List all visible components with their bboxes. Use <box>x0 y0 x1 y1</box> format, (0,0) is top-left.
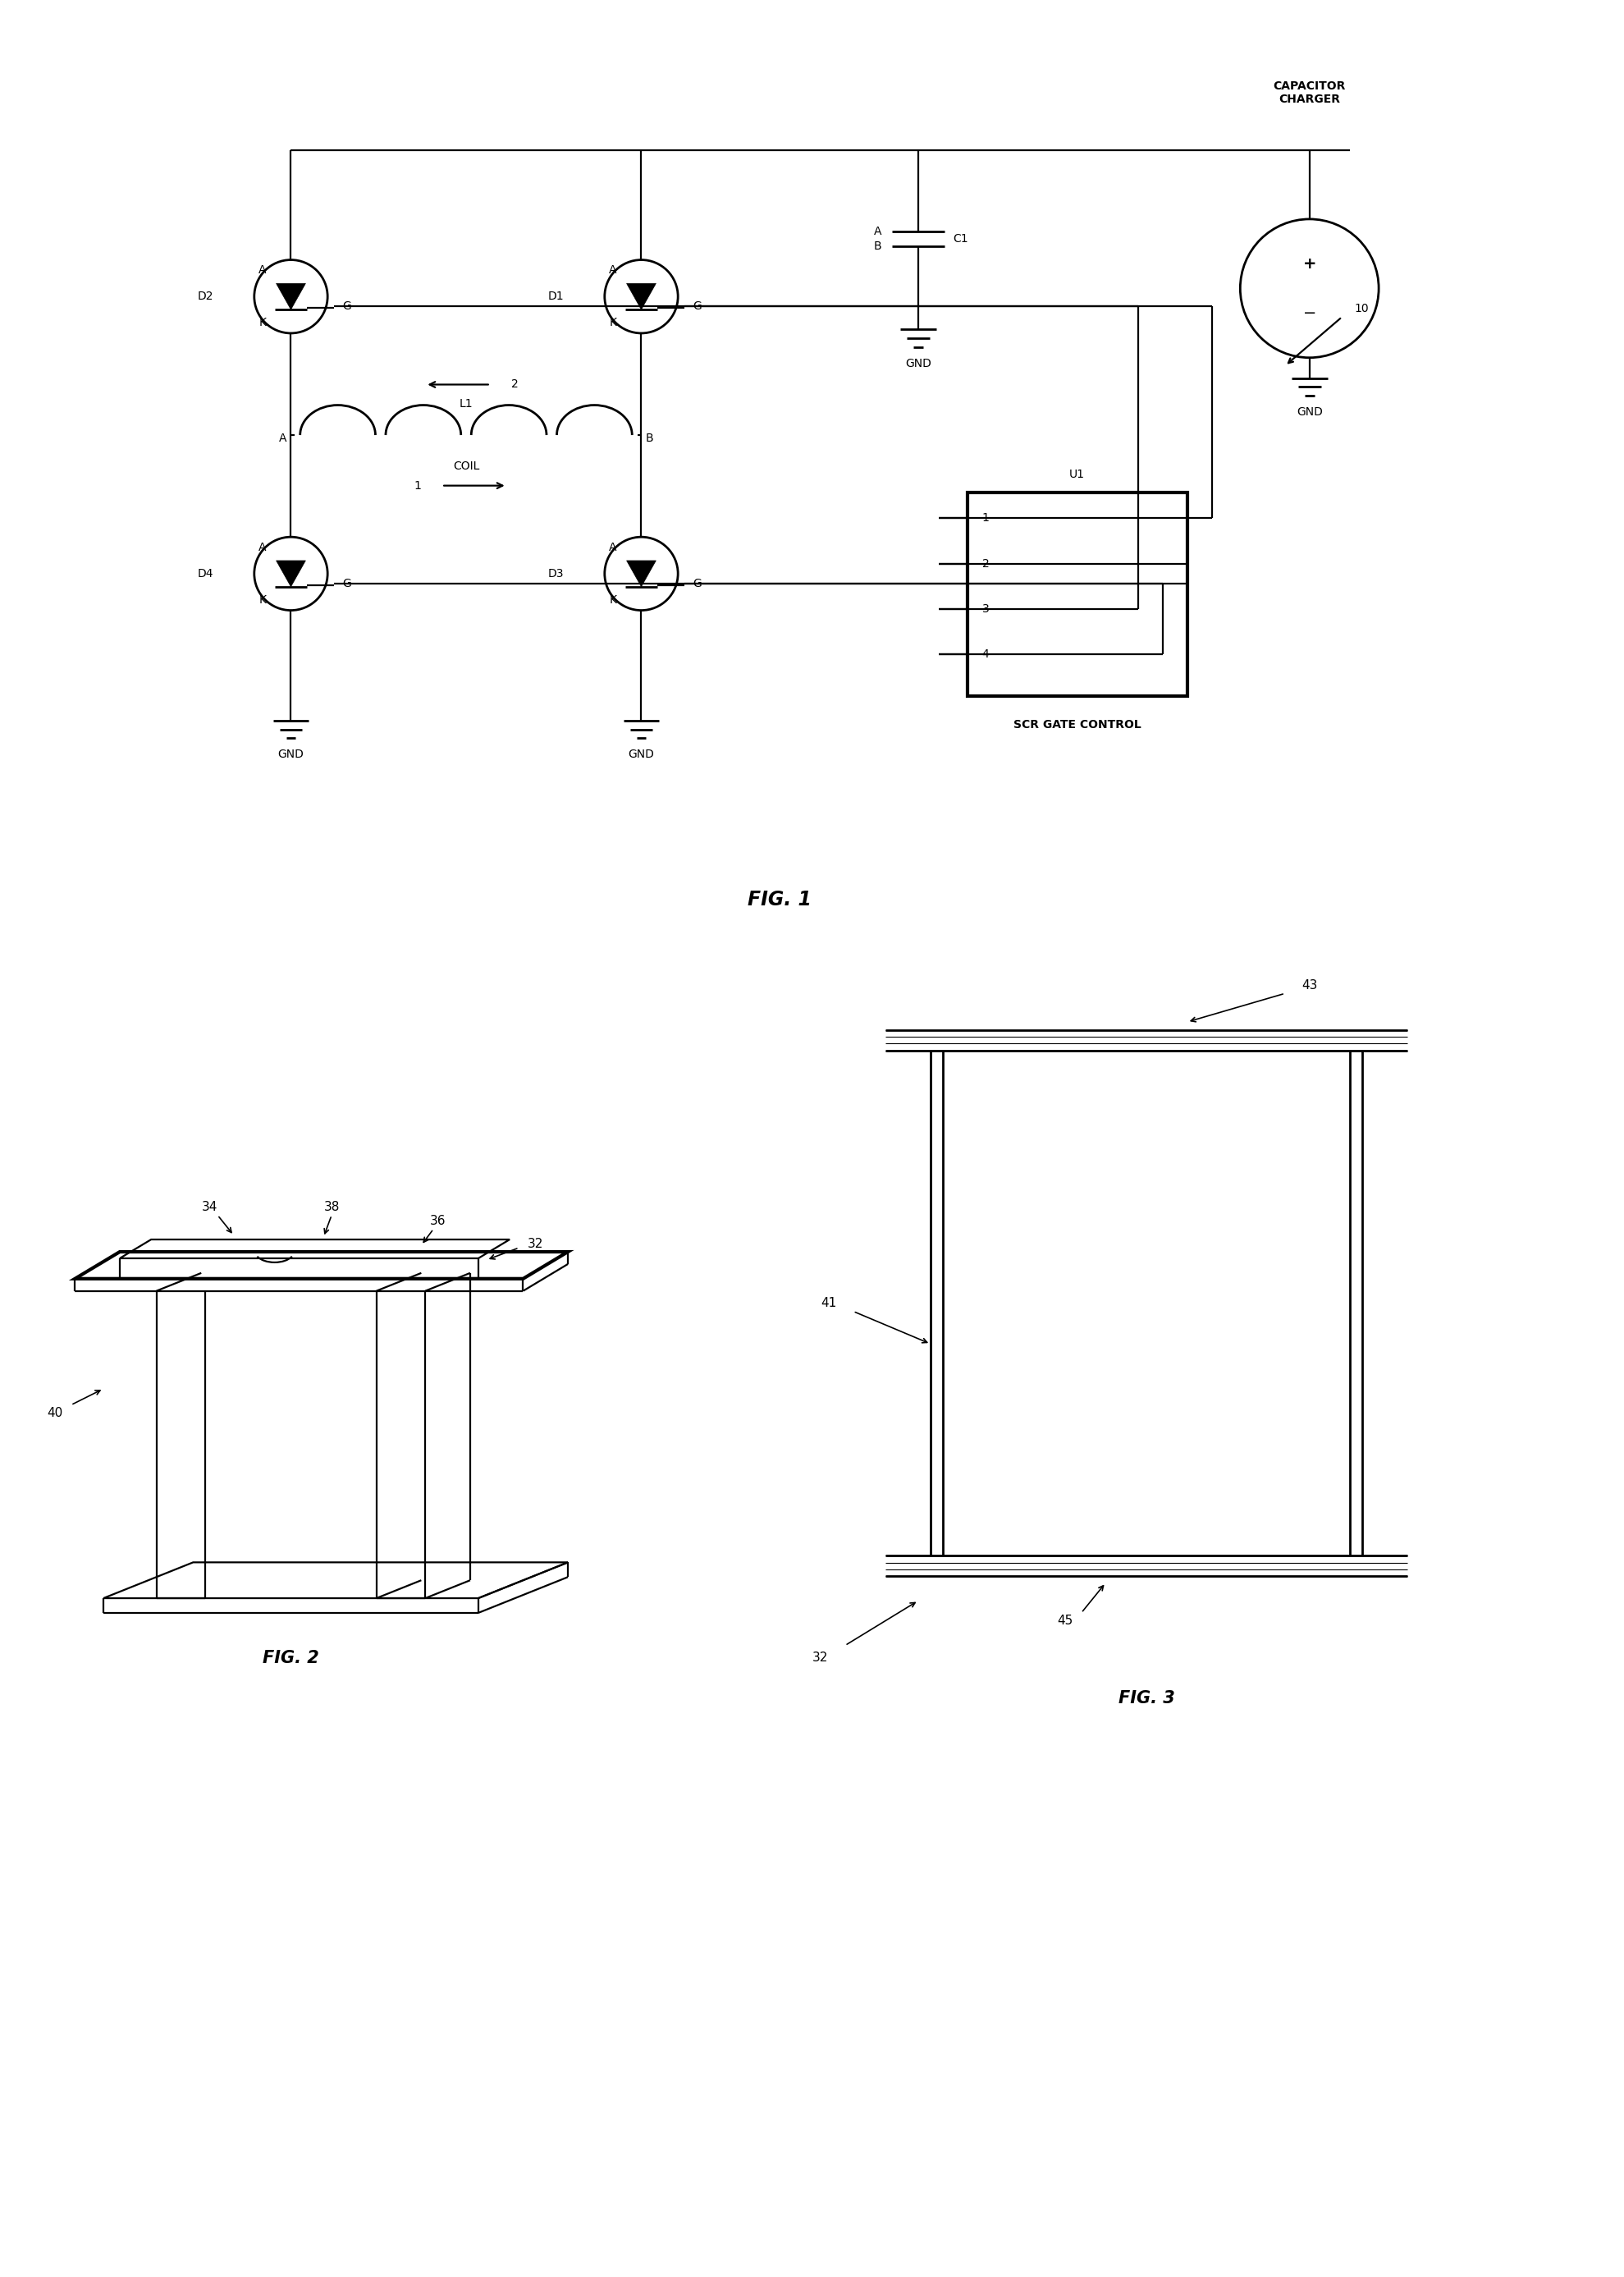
Polygon shape <box>276 560 305 587</box>
Text: A: A <box>279 433 287 444</box>
Text: G: G <box>692 301 702 312</box>
Text: CAPACITOR
CHARGER: CAPACITOR CHARGER <box>1273 80 1346 105</box>
Polygon shape <box>627 560 656 587</box>
Text: 10: 10 <box>1354 303 1369 314</box>
Text: U1: U1 <box>1070 469 1085 480</box>
Text: G: G <box>692 578 702 590</box>
Text: 32: 32 <box>812 1651 828 1664</box>
Text: SCR GATE CONTROL: SCR GATE CONTROL <box>1013 720 1142 731</box>
Polygon shape <box>276 282 305 310</box>
Polygon shape <box>627 282 656 310</box>
Text: A: A <box>258 542 266 553</box>
Text: A: A <box>609 542 617 553</box>
Text: −: − <box>1302 305 1315 321</box>
Text: 40: 40 <box>47 1407 62 1419</box>
Text: 3: 3 <box>983 603 989 615</box>
Text: L1: L1 <box>460 398 473 410</box>
Text: D2: D2 <box>198 291 213 303</box>
Text: FIG. 3: FIG. 3 <box>1119 1690 1174 1708</box>
Text: 45: 45 <box>1057 1614 1073 1628</box>
Text: 1: 1 <box>414 480 421 492</box>
Text: A: A <box>609 264 617 276</box>
Text: B: B <box>874 241 882 253</box>
Text: K: K <box>609 317 617 328</box>
Text: 41: 41 <box>822 1298 836 1309</box>
Text: D1: D1 <box>547 291 564 303</box>
Text: 38: 38 <box>323 1200 339 1214</box>
Text: D3: D3 <box>547 567 564 578</box>
Bar <box>968 492 1187 697</box>
Text: G: G <box>343 578 351 590</box>
Text: COIL: COIL <box>453 460 479 471</box>
Text: GND: GND <box>628 749 654 761</box>
Text: K: K <box>609 594 617 606</box>
Text: 2: 2 <box>983 558 989 569</box>
Text: A: A <box>258 264 266 276</box>
Text: +: + <box>1302 255 1315 271</box>
Text: G: G <box>343 301 351 312</box>
Text: 1: 1 <box>983 512 989 524</box>
Text: 4: 4 <box>983 649 989 660</box>
Text: FIG. 2: FIG. 2 <box>263 1649 318 1667</box>
Text: 34: 34 <box>201 1200 218 1214</box>
Text: GND: GND <box>1296 408 1322 419</box>
Text: K: K <box>260 317 266 328</box>
Text: GND: GND <box>905 357 932 369</box>
Text: D4: D4 <box>198 567 213 578</box>
Text: 32: 32 <box>528 1236 544 1250</box>
Text: 36: 36 <box>430 1214 445 1227</box>
Text: C1: C1 <box>953 232 968 244</box>
Text: 43: 43 <box>1301 979 1317 990</box>
Text: A: A <box>874 225 882 237</box>
Text: B: B <box>645 433 653 444</box>
Text: 2: 2 <box>512 378 518 389</box>
Text: K: K <box>260 594 266 606</box>
Text: FIG. 1: FIG. 1 <box>747 890 812 909</box>
Text: GND: GND <box>278 749 304 761</box>
